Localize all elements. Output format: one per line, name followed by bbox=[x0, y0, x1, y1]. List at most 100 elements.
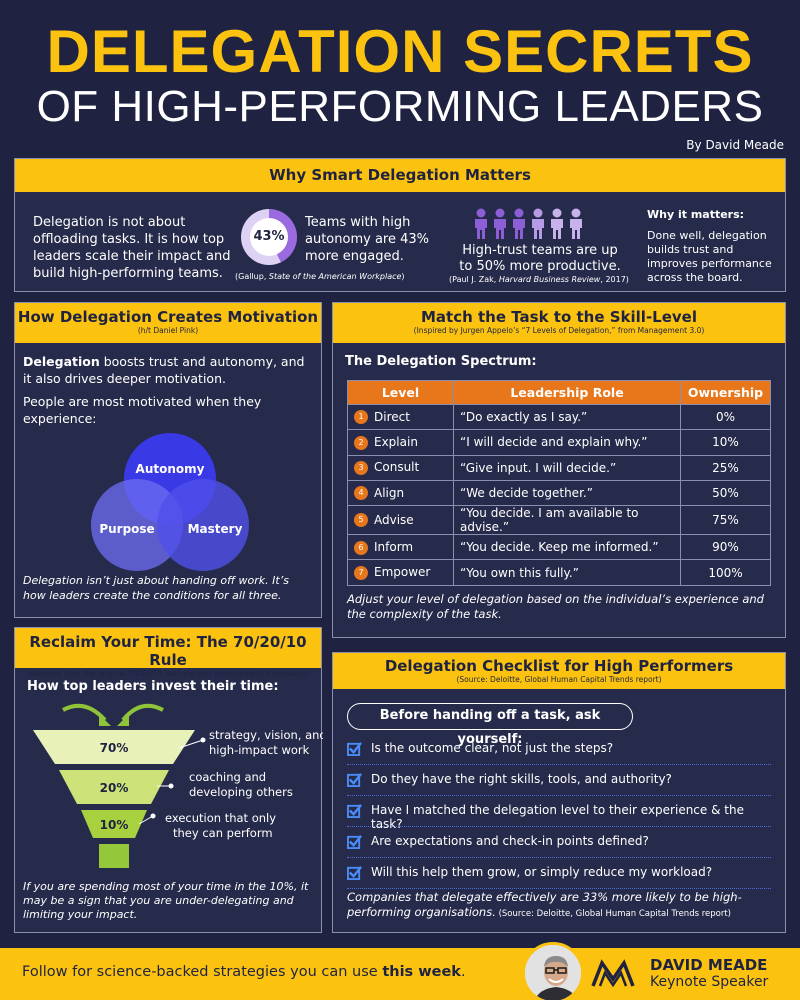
checkbox-icon bbox=[347, 773, 362, 787]
engagement-ring: 43% bbox=[241, 209, 297, 265]
table-row: 4 Align “We decide together.” 50% bbox=[347, 479, 771, 507]
motivation-sub: (h/t Daniel Pink) bbox=[137, 326, 199, 335]
checklist-label: Do they have the right skills, tools, an… bbox=[371, 772, 672, 786]
checkbox-icon bbox=[347, 835, 362, 849]
level-cell: 6 Inform bbox=[347, 534, 454, 561]
tier-70-pct: 70% bbox=[100, 741, 129, 755]
why-intro: Delegation is not about offloading tasks… bbox=[33, 215, 231, 281]
checklist-sub: (Source: Deloitte, Global Human Capital … bbox=[456, 675, 662, 684]
tier-70 bbox=[33, 730, 195, 764]
level-number: 5 bbox=[354, 513, 368, 528]
delegation-table: Level Leadership Role Ownership 1 Direct “… bbox=[347, 380, 771, 586]
role-cell: “Give input. I will decide.” bbox=[453, 454, 681, 481]
motivation-foot: Delegation isn’t just about handing off … bbox=[23, 574, 289, 602]
why-panel: Why Smart Delegation Matters Delegation … bbox=[14, 158, 786, 292]
col-ownership: Ownership bbox=[680, 380, 771, 405]
rule-foot: If you are spending most of your time in… bbox=[23, 880, 309, 921]
level-name: Direct bbox=[374, 409, 410, 424]
footer-text: Follow for science-backed strategies you… bbox=[22, 964, 466, 980]
tier-70-label2: high-impact work bbox=[209, 743, 310, 757]
byline: By David Meade bbox=[686, 138, 784, 152]
checklist-item: Will this help them grow, or simply redu… bbox=[347, 859, 771, 889]
level-number: 1 bbox=[354, 410, 368, 425]
level-number: 3 bbox=[354, 460, 368, 475]
tier-10-label2: they can perform bbox=[173, 826, 273, 840]
table-row: 6 Inform “You decide. Keep me informed.” 90… bbox=[347, 534, 771, 561]
why-matters-heading: Why it matters: bbox=[647, 208, 745, 221]
tier-20-pct: 20% bbox=[100, 781, 129, 795]
rule-heading: Reclaim Your Time: The 70/20/10 Rule (Ad… bbox=[15, 628, 321, 678]
main-title: DELEGATION SECRETS bbox=[46, 18, 754, 85]
footer-bar: Follow for science-backed strategies you… bbox=[0, 942, 800, 1000]
match-panel: Match the Task to the Skill-Level (Inspi… bbox=[332, 302, 786, 638]
ownership-cell: 0% bbox=[680, 403, 771, 431]
main-subtitle: OF HIGH-PERFORMING LEADERS bbox=[36, 82, 764, 131]
ownership-cell: 100% bbox=[680, 559, 771, 586]
role-cell: “We decide together.” bbox=[453, 479, 681, 507]
rule-panel: Reclaim Your Time: The 70/20/10 Rule (Ad… bbox=[14, 627, 323, 933]
table-row: 7 Empower “You own this fully.” 100% bbox=[347, 559, 771, 586]
right-arrow-icon bbox=[121, 703, 164, 722]
level-number: 6 bbox=[354, 540, 368, 555]
zak-citation: (Paul J. Zak, Harvard Business Review, 2… bbox=[449, 275, 629, 284]
speaker-name: DAVID MEADE bbox=[650, 956, 768, 974]
role-cell: “You decide. I am available to advise.” bbox=[453, 505, 681, 536]
role-cell: “You decide. Keep me informed.” bbox=[453, 534, 681, 561]
purpose-label: Purpose bbox=[99, 522, 154, 536]
checklist-item: Are expectations and check-in points def… bbox=[347, 828, 771, 858]
tier-10-label1: execution that only bbox=[165, 811, 276, 825]
level-cell: 4 Align bbox=[347, 479, 454, 507]
checklist-prompt: Before handing off a task, ask yourself: bbox=[347, 703, 633, 747]
level-cell: 3 Consult bbox=[347, 454, 454, 481]
left-arrow-icon bbox=[62, 703, 107, 722]
avatar bbox=[522, 942, 584, 1000]
motivation-intro2: People are most motivated when they expe… bbox=[23, 394, 262, 426]
level-name: Consult bbox=[374, 460, 420, 475]
rule-subheading: How top leaders invest their time: bbox=[27, 679, 279, 694]
time-funnel: 70% 20% 10% strategy, vision, and high-i… bbox=[33, 703, 323, 868]
checklist-heading: Delegation Checklist for High Performers… bbox=[333, 653, 785, 689]
checklist-item: Do they have the right skills, tools, an… bbox=[347, 766, 771, 796]
match-heading: Match the Task to the Skill-Level (Inspi… bbox=[333, 303, 785, 343]
level-cell: 5 Advise bbox=[347, 505, 454, 536]
speaker-role: Keynote Speaker bbox=[650, 974, 769, 990]
mastery-circle bbox=[157, 479, 249, 571]
level-cell: 7 Empower bbox=[347, 559, 454, 586]
table-row: 3 Consult “Give input. I will decide.” 25% bbox=[347, 454, 771, 481]
motivation-panel: How Delegation Creates Motivation (h/t D… bbox=[14, 302, 322, 618]
level-number: 2 bbox=[354, 435, 368, 450]
people-icon bbox=[475, 208, 582, 239]
purpose-circle bbox=[91, 479, 183, 571]
checklist-label: Have I matched the delegation level to t… bbox=[371, 803, 744, 831]
checkbox-icon bbox=[347, 742, 362, 756]
ownership-cell: 25% bbox=[680, 454, 771, 481]
tier-20-label1: coaching and bbox=[189, 770, 266, 784]
ownership-cell: 50% bbox=[680, 479, 771, 507]
trust-stat: High-trust teams are up to 50% more prod… bbox=[459, 243, 621, 274]
level-cell: 2 Explain bbox=[347, 429, 454, 456]
level-name: Empower bbox=[374, 565, 431, 580]
checkbox-icon bbox=[347, 804, 362, 818]
why-matters-body: Done well, delegation builds trust and i… bbox=[647, 229, 772, 284]
table-row: 1 Direct “Do exactly as I say.” 0% bbox=[347, 403, 771, 431]
tier-70-label1: strategy, vision, and bbox=[209, 728, 323, 742]
checklist-item: Have I matched the delegation level to t… bbox=[347, 797, 771, 831]
col-level: Level bbox=[347, 380, 454, 405]
role-cell: “I will decide and explain why.” bbox=[453, 429, 681, 456]
role-cell: “You own this fully.” bbox=[453, 559, 681, 586]
ownership-cell: 75% bbox=[680, 505, 771, 536]
tier-10-pct: 10% bbox=[100, 818, 129, 832]
col-role: Leadership Role bbox=[453, 380, 681, 405]
spectrum-heading: The Delegation Spectrum: bbox=[345, 354, 537, 369]
level-number: 7 bbox=[354, 565, 368, 580]
tier-20 bbox=[59, 770, 169, 804]
mastery-label: Mastery bbox=[188, 522, 243, 536]
checklist-label: Will this help them grow, or simply redu… bbox=[371, 865, 713, 879]
ring-value: 43% bbox=[250, 218, 288, 256]
motivation-intro: Delegation boosts trust and autonomy, an… bbox=[23, 354, 305, 386]
funnel-stem bbox=[99, 844, 129, 868]
rule-sub: (Adapted from the original 70/20/10 lear… bbox=[26, 669, 310, 678]
autonomy-label: Autonomy bbox=[136, 462, 205, 476]
checklist-panel: Delegation Checklist for High Performers… bbox=[332, 652, 786, 933]
venn-diagram: Autonomy Purpose Mastery bbox=[91, 433, 249, 571]
